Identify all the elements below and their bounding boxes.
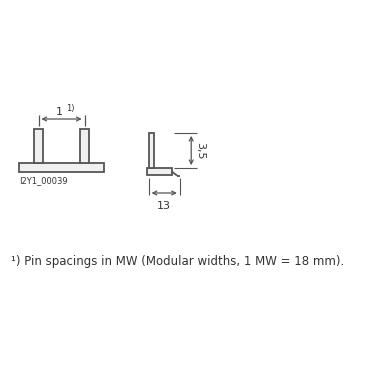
Text: 1: 1 (55, 107, 62, 117)
Bar (20, 163, 104, 172)
Text: ¹) Pin spacings in MW (Modular widths, 1 MW = 18 mm).: ¹) Pin spacings in MW (Modular widths, 1… (11, 255, 344, 268)
Bar (147, 168, 172, 175)
Text: I2Y1_00039: I2Y1_00039 (20, 176, 68, 185)
Text: 1): 1) (66, 104, 74, 113)
Bar (80, 129, 89, 163)
Text: 3,5: 3,5 (196, 142, 206, 159)
Text: 13: 13 (157, 201, 171, 211)
Bar (149, 133, 154, 168)
Bar (33, 129, 44, 163)
